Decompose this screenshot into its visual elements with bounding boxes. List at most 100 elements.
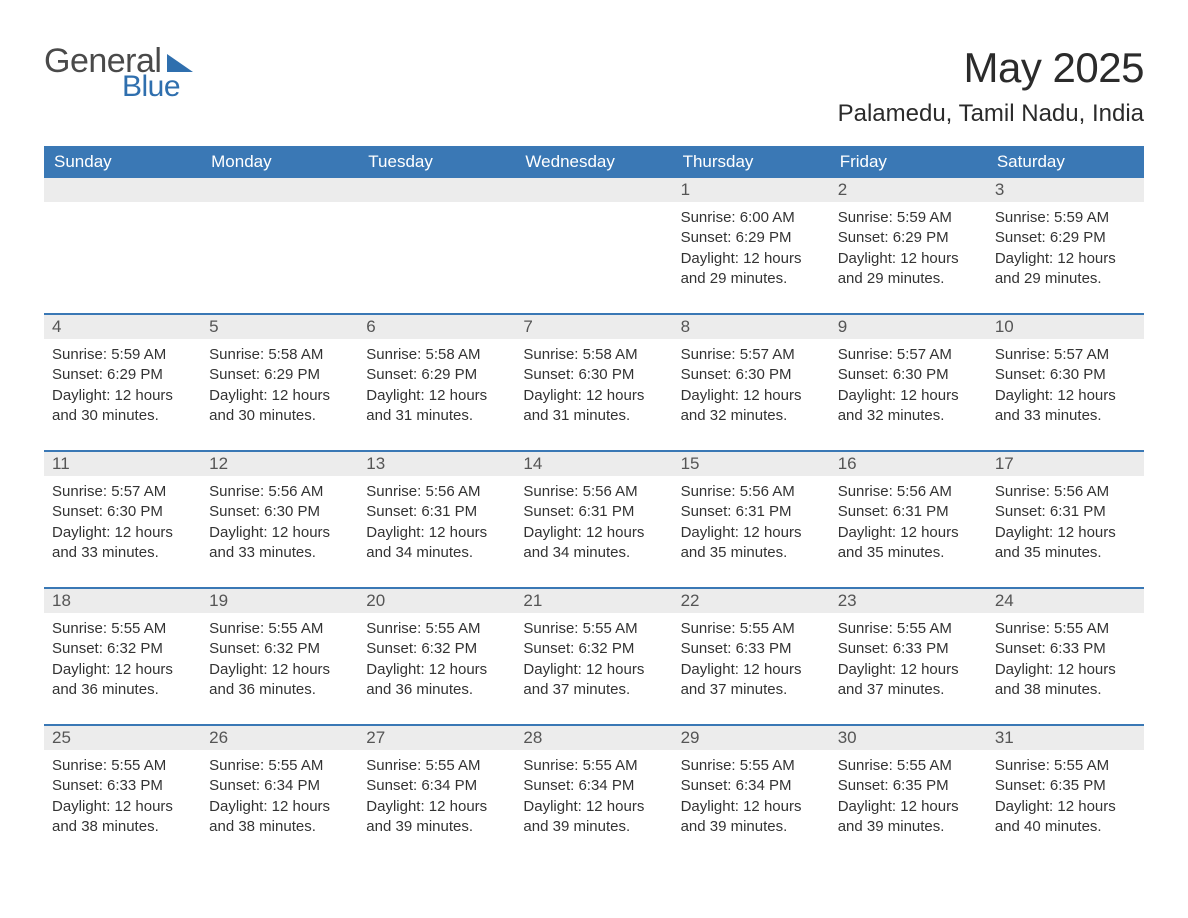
day-details: Sunrise: 5:55 AMSunset: 6:33 PMDaylight:…: [673, 613, 830, 724]
daylight-line: Daylight: 12 hours and 37 minutes.: [523, 660, 664, 701]
day-details: Sunrise: 5:59 AMSunset: 6:29 PMDaylight:…: [987, 202, 1144, 313]
calendar-week-row: 4Sunrise: 5:59 AMSunset: 6:29 PMDaylight…: [44, 314, 1144, 451]
calendar-day-cell: 22Sunrise: 5:55 AMSunset: 6:33 PMDayligh…: [673, 588, 830, 725]
sunrise-line: Sunrise: 5:55 AM: [838, 619, 979, 639]
day-details: Sunrise: 5:57 AMSunset: 6:30 PMDaylight:…: [987, 339, 1144, 450]
sunrise-line: Sunrise: 5:57 AM: [995, 345, 1136, 365]
sunset-line: Sunset: 6:33 PM: [838, 639, 979, 659]
daylight-line: Daylight: 12 hours and 37 minutes.: [681, 660, 822, 701]
sunset-line: Sunset: 6:30 PM: [838, 365, 979, 385]
day-number: 23: [830, 589, 987, 613]
sunrise-line: Sunrise: 5:55 AM: [366, 756, 507, 776]
sunset-line: Sunset: 6:30 PM: [209, 502, 350, 522]
sunrise-line: Sunrise: 5:55 AM: [209, 756, 350, 776]
day-number: 24: [987, 589, 1144, 613]
daylight-line: Daylight: 12 hours and 33 minutes.: [209, 523, 350, 564]
day-details: Sunrise: 5:55 AMSunset: 6:33 PMDaylight:…: [44, 750, 201, 861]
calendar-day-cell: 12Sunrise: 5:56 AMSunset: 6:30 PMDayligh…: [201, 451, 358, 588]
day-details: Sunrise: 5:58 AMSunset: 6:29 PMDaylight:…: [358, 339, 515, 450]
day-number: 12: [201, 452, 358, 476]
day-number: 20: [358, 589, 515, 613]
day-number: 6: [358, 315, 515, 339]
day-number: [358, 178, 515, 202]
day-details: Sunrise: 5:56 AMSunset: 6:30 PMDaylight:…: [201, 476, 358, 587]
day-number: 5: [201, 315, 358, 339]
day-details: Sunrise: 5:55 AMSunset: 6:33 PMDaylight:…: [987, 613, 1144, 724]
daylight-line: Daylight: 12 hours and 29 minutes.: [681, 249, 822, 290]
day-number: 16: [830, 452, 987, 476]
calendar-day-cell: 20 Sunrise: 5:55 AMSunset: 6:32 PMDayligh…: [358, 588, 515, 725]
day-details: Sunrise: 5:56 AMSunset: 6:31 PMDaylight:…: [830, 476, 987, 587]
daylight-line: Daylight: 12 hours and 35 minutes.: [681, 523, 822, 564]
day-details: Sunrise: 5:57 AMSunset: 6:30 PMDaylight:…: [673, 339, 830, 450]
daylight-line: Daylight: 12 hours and 38 minutes.: [209, 797, 350, 838]
calendar-day-cell: 28Sunrise: 5:55 AMSunset: 6:34 PMDayligh…: [515, 725, 672, 861]
calendar-day-cell: [515, 178, 672, 314]
sunrise-line: Sunrise: 5:55 AM: [366, 619, 507, 639]
day-details: Sunrise: 5:55 AMSunset: 6:34 PMDaylight:…: [201, 750, 358, 861]
sunset-line: Sunset: 6:30 PM: [995, 365, 1136, 385]
sunset-line: Sunset: 6:33 PM: [681, 639, 822, 659]
sunset-line: Sunset: 6:33 PM: [995, 639, 1136, 659]
day-details: Sunrise: 5:55 AMSunset: 6:32 PMDaylight:…: [515, 613, 672, 724]
calendar-day-cell: 10Sunrise: 5:57 AMSunset: 6:30 PMDayligh…: [987, 314, 1144, 451]
day-number: [515, 178, 672, 202]
day-details: Sunrise: 5:59 AMSunset: 6:29 PMDaylight:…: [830, 202, 987, 313]
day-details: Sunrise: 5:55 AMSunset: 6:32 PMDaylight:…: [44, 613, 201, 724]
calendar-day-cell: 21Sunrise: 5:55 AMSunset: 6:32 PMDayligh…: [515, 588, 672, 725]
day-details: Sunrise: 5:55 AMSunset: 6:33 PMDaylight:…: [830, 613, 987, 724]
daylight-line: Daylight: 12 hours and 36 minutes.: [366, 660, 507, 701]
day-details: Sunrise: 5:56 AMSunset: 6:31 PMDaylight:…: [673, 476, 830, 587]
day-number: [44, 178, 201, 202]
daylight-line: Daylight: 12 hours and 33 minutes.: [52, 523, 193, 564]
day-number: 21: [515, 589, 672, 613]
weekday-header-row: SundayMondayTuesdayWednesdayThursdayFrid…: [44, 146, 1144, 178]
sunset-line: Sunset: 6:30 PM: [52, 502, 193, 522]
daylight-line: Daylight: 12 hours and 36 minutes.: [209, 660, 350, 701]
day-number: 19: [201, 589, 358, 613]
sunset-line: Sunset: 6:31 PM: [838, 502, 979, 522]
weekday-header: Friday: [830, 146, 987, 178]
daylight-line: Daylight: 12 hours and 30 minutes.: [52, 386, 193, 427]
sunrise-line: Sunrise: 5:55 AM: [995, 756, 1136, 776]
calendar-day-cell: 30Sunrise: 5:55 AMSunset: 6:35 PMDayligh…: [830, 725, 987, 861]
day-number: 22: [673, 589, 830, 613]
day-details: Sunrise: 5:56 AMSunset: 6:31 PMDaylight:…: [515, 476, 672, 587]
calendar-day-cell: 5Sunrise: 5:58 AMSunset: 6:29 PMDaylight…: [201, 314, 358, 451]
sunset-line: Sunset: 6:35 PM: [995, 776, 1136, 796]
sunset-line: Sunset: 6:31 PM: [366, 502, 507, 522]
calendar-day-cell: 14Sunrise: 5:56 AMSunset: 6:31 PMDayligh…: [515, 451, 672, 588]
sunrise-line: Sunrise: 5:55 AM: [838, 756, 979, 776]
day-number: 17: [987, 452, 1144, 476]
day-number: 13: [358, 452, 515, 476]
daylight-line: Daylight: 12 hours and 29 minutes.: [995, 249, 1136, 290]
calendar-day-cell: 13Sunrise: 5:56 AMSunset: 6:31 PMDayligh…: [358, 451, 515, 588]
daylight-line: Daylight: 12 hours and 30 minutes.: [209, 386, 350, 427]
sunrise-line: Sunrise: 5:58 AM: [523, 345, 664, 365]
sunrise-line: Sunrise: 5:55 AM: [681, 756, 822, 776]
calendar-day-cell: 17Sunrise: 5:56 AMSunset: 6:31 PMDayligh…: [987, 451, 1144, 588]
daylight-line: Daylight: 12 hours and 38 minutes.: [995, 660, 1136, 701]
day-details: [201, 202, 358, 310]
day-number: 1: [673, 178, 830, 202]
day-number: 25: [44, 726, 201, 750]
sunrise-line: Sunrise: 5:56 AM: [366, 482, 507, 502]
sunset-line: Sunset: 6:29 PM: [52, 365, 193, 385]
sunrise-line: Sunrise: 5:56 AM: [838, 482, 979, 502]
daylight-line: Daylight: 12 hours and 35 minutes.: [838, 523, 979, 564]
calendar-day-cell: 24Sunrise: 5:55 AMSunset: 6:33 PMDayligh…: [987, 588, 1144, 725]
sunset-line: Sunset: 6:29 PM: [995, 228, 1136, 248]
sunrise-line: Sunrise: 5:55 AM: [523, 619, 664, 639]
daylight-line: Daylight: 12 hours and 33 minutes.: [995, 386, 1136, 427]
sunrise-line: Sunrise: 5:55 AM: [52, 619, 193, 639]
calendar-day-cell: 2Sunrise: 5:59 AMSunset: 6:29 PMDaylight…: [830, 178, 987, 314]
weekday-header: Thursday: [673, 146, 830, 178]
sunset-line: Sunset: 6:32 PM: [523, 639, 664, 659]
sunrise-line: Sunrise: 5:57 AM: [52, 482, 193, 502]
sunrise-line: Sunrise: 6:00 AM: [681, 208, 822, 228]
brand-word-2: Blue: [122, 72, 193, 102]
calendar-week-row: 25Sunrise: 5:55 AMSunset: 6:33 PMDayligh…: [44, 725, 1144, 861]
sunset-line: Sunset: 6:32 PM: [366, 639, 507, 659]
day-details: Sunrise: 5:55 AMSunset: 6:34 PMDaylight:…: [673, 750, 830, 861]
day-number: 10: [987, 315, 1144, 339]
